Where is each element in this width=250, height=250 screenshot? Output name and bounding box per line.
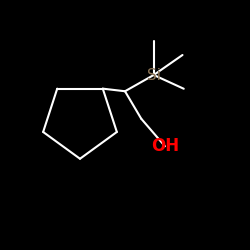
Text: OH: OH [151, 137, 179, 155]
Text: Si: Si [147, 68, 161, 82]
